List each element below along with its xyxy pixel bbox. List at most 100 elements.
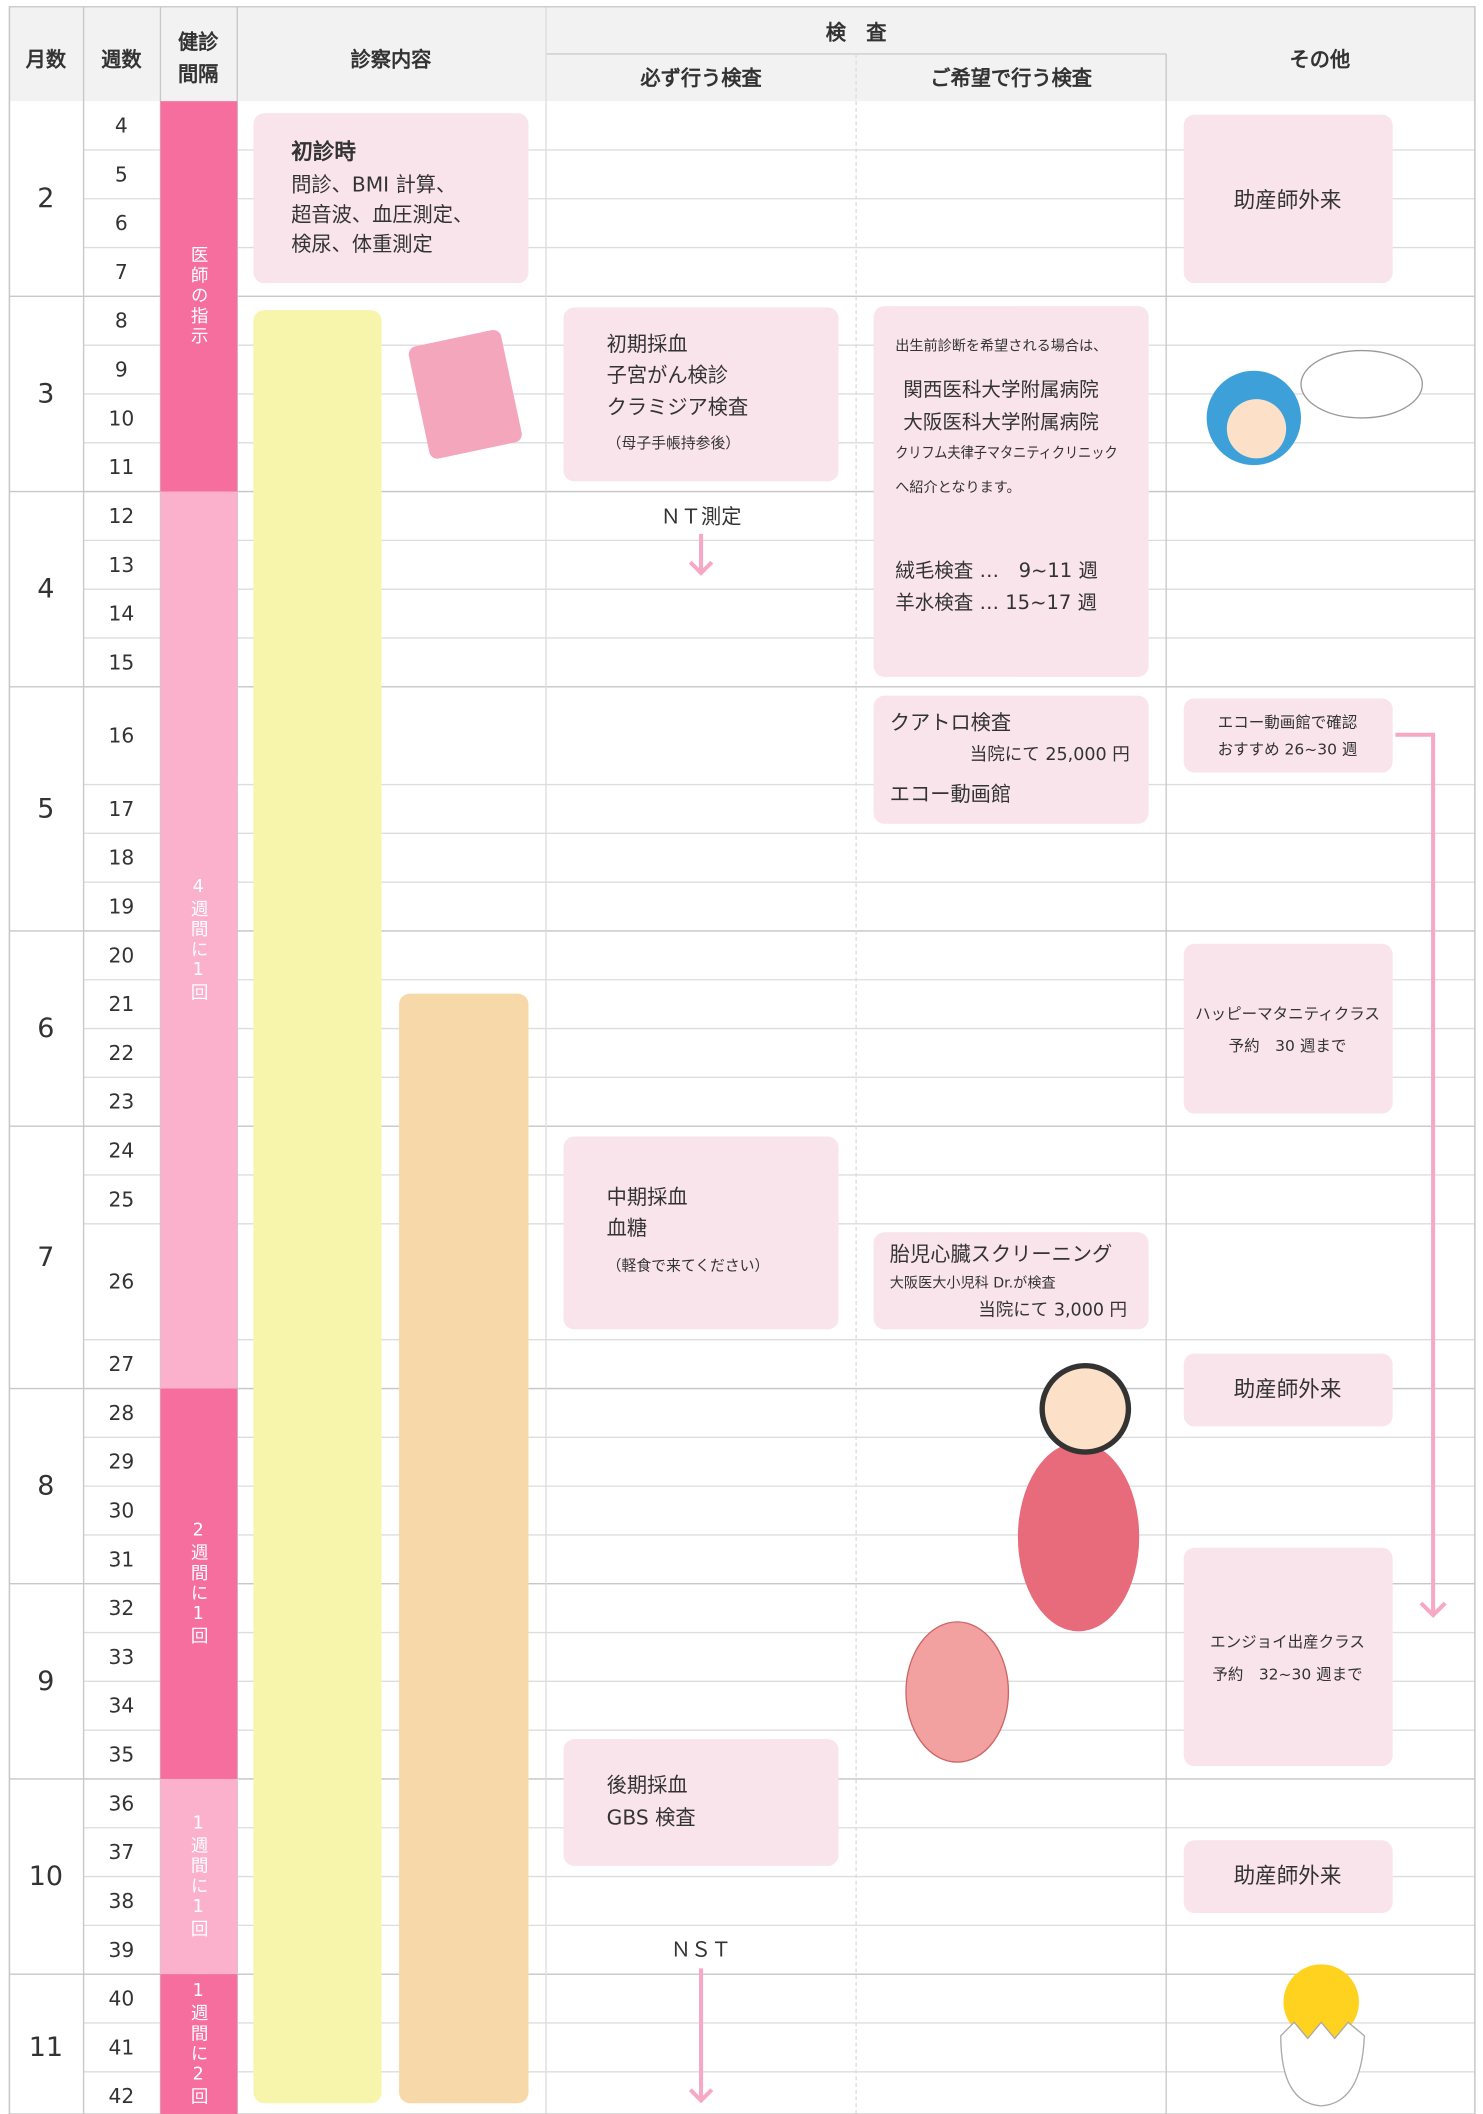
info-box — [563, 1136, 839, 1330]
month-number: 8 — [37, 1471, 54, 1502]
mother-icon — [1017, 1442, 1140, 1632]
week-number: 38 — [108, 1889, 134, 1913]
arrow-head — [688, 560, 714, 576]
eggshell-icon — [1280, 2021, 1366, 2107]
week-number: 11 — [108, 455, 134, 479]
week-number: 29 — [108, 1450, 134, 1474]
week-number: 26 — [108, 1270, 134, 1294]
week-number: 40 — [108, 1987, 134, 2011]
week-number: 37 — [108, 1840, 134, 1864]
box-text: へ紹介となります。 — [895, 480, 1020, 496]
header-cell: ご希望で行う検査 — [930, 66, 1093, 90]
week-number: 30 — [108, 1499, 134, 1523]
week-number: 17 — [108, 797, 134, 821]
info-box — [873, 695, 1149, 824]
week-number: 15 — [108, 650, 134, 674]
info-box — [873, 1232, 1149, 1330]
info-box — [1183, 1353, 1393, 1427]
week-number: 28 — [108, 1401, 134, 1425]
header-cell: 月数 — [25, 47, 67, 71]
box-text: おすすめ 26~30 週 — [1218, 741, 1358, 759]
week-number: 39 — [108, 1938, 134, 1962]
box-text: 血糖 — [607, 1216, 647, 1240]
box-text: ＮＳＴ — [671, 1937, 732, 1961]
handbook-icon — [408, 330, 522, 459]
week-number: 4 — [115, 114, 128, 138]
header-cell: 必ず行う検査 — [639, 66, 762, 90]
box-text: クリフム夫律子マタニティクリニック — [895, 445, 1117, 462]
info-box — [253, 113, 529, 284]
header-cell: その他 — [1290, 47, 1351, 71]
week-number: 24 — [108, 1139, 134, 1163]
box-text: 大阪医大小児科 Dr.が検査 — [890, 1275, 1056, 1291]
box-text: エコー動画館で確認 — [1218, 714, 1358, 732]
info-box — [1183, 698, 1393, 773]
info-box — [563, 307, 839, 482]
info-box — [1183, 1547, 1393, 1767]
box-text: 当院にて 3,000 円 — [978, 1300, 1127, 1320]
month-number: 3 — [37, 378, 54, 409]
arrow — [1395, 732, 1436, 1616]
mother-head — [1039, 1363, 1132, 1455]
info-box — [873, 306, 1149, 677]
week-number: 12 — [108, 504, 134, 528]
box-text: GBS 検査 — [607, 1805, 696, 1829]
box-text: クアトロ検査 — [890, 711, 1011, 735]
week-number: 32 — [108, 1596, 134, 1620]
box-text: 出生前診断を希望される場合は、 — [895, 338, 1107, 355]
interval-label: 4週間に1回 — [188, 877, 208, 1003]
month-number: 5 — [37, 793, 54, 824]
header-cell: 週数 — [101, 47, 142, 71]
interval-band — [160, 1388, 238, 1779]
interval-band — [160, 1778, 238, 1975]
week-number: 27 — [108, 1352, 134, 1376]
week-number: 8 — [115, 309, 128, 333]
interval-band — [160, 491, 238, 1389]
interval-label: 1週間に1回 — [188, 1813, 208, 1939]
week-number: 5 — [115, 162, 128, 186]
week-number: 10 — [108, 406, 134, 430]
month-number: 6 — [37, 1013, 54, 1044]
box-text: エンジョイ出産クラス — [1210, 1633, 1365, 1651]
box-text: 助産師外来 — [1234, 1864, 1342, 1889]
box-text: 当院にて 25,000 円 — [970, 745, 1130, 765]
week-number: 14 — [108, 602, 134, 626]
box-text: 助産師外来 — [1234, 188, 1342, 213]
week-number: 18 — [108, 846, 134, 870]
box-text: 助産師外来 — [1234, 1378, 1342, 1403]
week-number: 23 — [108, 1090, 134, 1114]
box-text: 超音波、血圧測定、 — [291, 202, 473, 226]
header-cell: 検 査 — [826, 20, 887, 44]
box-text: 絨毛検査 … 9~11 週 — [895, 559, 1098, 582]
interval-label: 1週間に2回 — [188, 1981, 208, 2107]
week-number: 34 — [108, 1694, 134, 1718]
month-number: 4 — [37, 574, 54, 605]
box-text: 羊水検査 … 15~17 週 — [895, 591, 1097, 614]
baby-face — [1226, 399, 1287, 459]
checkup-bar — [253, 310, 382, 2104]
week-number: 25 — [108, 1187, 134, 1211]
week-number: 31 — [108, 1547, 134, 1571]
chick-icon — [1283, 1964, 1359, 2040]
header-cell: 健診 — [178, 30, 219, 54]
month-number: 2 — [37, 183, 54, 214]
box-text: ハッピーマタニティクラス — [1195, 1005, 1380, 1023]
box-text: 関西医科大学附属病院 — [903, 378, 1098, 401]
month-number: 7 — [37, 1242, 54, 1273]
week-number: 19 — [108, 895, 134, 919]
week-number: 20 — [108, 943, 134, 967]
week-number: 35 — [108, 1743, 134, 1767]
week-number: 6 — [115, 211, 128, 235]
week-number: 33 — [108, 1645, 134, 1669]
box-text: 予約 30 週まで — [1229, 1037, 1347, 1055]
info-box — [1183, 114, 1393, 284]
week-number: 42 — [108, 2084, 134, 2108]
week-number: 13 — [108, 553, 134, 577]
box-text: 後期採血 — [607, 1773, 688, 1797]
interval-label: 医師の指示 — [188, 246, 208, 347]
week-number: 36 — [108, 1791, 134, 1815]
info-box — [1183, 943, 1393, 1114]
info-box — [563, 1739, 839, 1866]
month-number: 10 — [29, 1861, 63, 1892]
fetus-icon — [905, 1621, 1010, 1763]
